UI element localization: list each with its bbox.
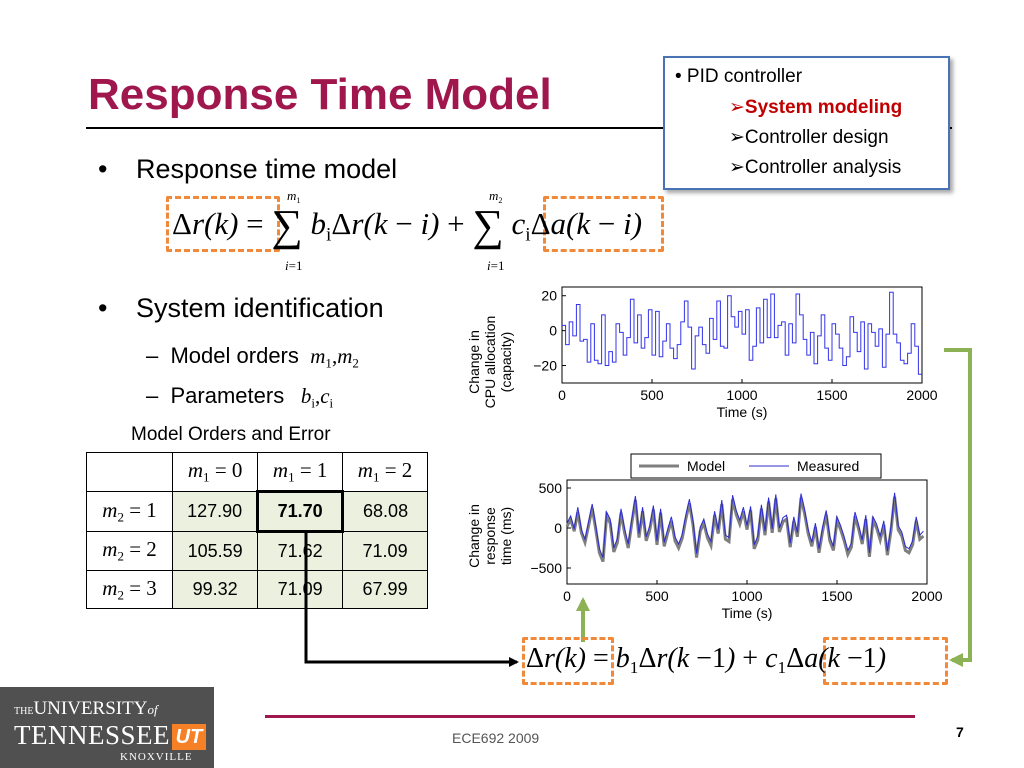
- bullet-text: System identification: [136, 293, 384, 323]
- logo-knoxville: KNOXVILLE: [120, 751, 193, 763]
- table-cell: 71.09: [257, 570, 344, 609]
- x-axis-label: Time (s): [722, 605, 773, 621]
- outline-box: • PID controller ➢System modeling ➢Contr…: [663, 56, 950, 190]
- table-row: m2 = 3 99.32 71.09 67.99: [85, 570, 428, 609]
- logo-tennessee: TENNESSEE: [14, 720, 170, 750]
- bullet-dot: •: [98, 154, 108, 184]
- y-tick-label: −20: [533, 358, 557, 374]
- row-header-m2-3: m2 = 3: [85, 570, 174, 609]
- table-row: m2 = 2 105.59 71.62 71.09: [85, 531, 428, 571]
- x-tick-label: 2000: [911, 588, 942, 604]
- outline-item-system-modeling: ➢System modeling: [729, 97, 903, 118]
- logo-the: THE: [14, 706, 34, 717]
- page-number: 7: [956, 724, 964, 740]
- sub-text: Model orders: [170, 343, 299, 368]
- bullet-text: Response time model: [136, 154, 398, 184]
- bullet-response-time-model: • Response time model: [98, 154, 397, 185]
- sum-upper-limit-2: m2: [489, 188, 503, 205]
- dashed-highlight-input: [543, 196, 664, 252]
- legend-label: Measured: [797, 458, 859, 474]
- table-cell: 105.59: [172, 531, 259, 571]
- logo-of: of: [147, 702, 158, 717]
- x-tick-label: 2000: [906, 387, 937, 403]
- footer-divider: [265, 715, 915, 718]
- dashed-highlight-output-2: [522, 637, 614, 685]
- green-connector-arrow: [944, 348, 972, 667]
- logo-ut-mark: UT: [172, 724, 206, 750]
- table-cell: 67.99: [342, 570, 428, 609]
- model-orders-symbols: m1,m2: [305, 344, 359, 371]
- row-header-m2-2: m2 = 2: [85, 531, 174, 571]
- y-tick-label: 0: [549, 323, 557, 339]
- first-order-equation: Δr(k) = b1Δr(k −1) + c1Δa(k −1): [526, 643, 887, 678]
- series-line-model: [565, 496, 925, 563]
- y-tick-label: 500: [539, 480, 563, 496]
- x-axis-label: Time (s): [717, 404, 768, 420]
- response-time-equation: Δr(k) = ∑ biΔr(k − i) + ∑ ciΔa(k − i): [172, 201, 643, 250]
- outline-item-controller-analysis: ➢Controller analysis: [729, 157, 902, 178]
- sub-text: Parameters: [170, 383, 285, 408]
- table-cell: 71.09: [342, 531, 428, 571]
- chart-legend: Model Measured: [630, 453, 882, 479]
- x-tick-label: 1500: [816, 387, 847, 403]
- sum-upper-limit-1: m1: [287, 188, 301, 205]
- table-cell: 68.08: [342, 491, 428, 532]
- black-connector-arrow: [304, 532, 519, 667]
- outline-item-pid: • PID controller: [675, 66, 803, 87]
- table-cell: 71.62: [257, 531, 344, 571]
- x-tick-label: 0: [563, 588, 571, 604]
- bullet-system-identification: • System identification: [98, 293, 384, 324]
- model-orders-table: m1 = 0 m1 = 1 m1 = 2 m2 = 1 127.90 71.70…: [85, 452, 428, 609]
- legend-label: Model: [687, 458, 725, 474]
- x-tick-label: 500: [640, 387, 664, 403]
- x-tick-label: 1500: [821, 588, 852, 604]
- table-cell: 127.90: [172, 491, 259, 532]
- university-logo: THEUNIVERSITYof TENNESSEE UT KNOXVILLE: [0, 687, 214, 768]
- row-header-m2-1: m2 = 1: [85, 491, 174, 532]
- dashed-highlight-input-2: [823, 637, 948, 685]
- outline-item-controller-design: ➢Controller design: [729, 127, 889, 148]
- series-line-signal: [562, 291, 922, 375]
- x-tick-label: 1000: [726, 387, 757, 403]
- sum-lower-limit-2: i=1: [487, 258, 505, 273]
- col-header-m1-1: m1 = 1: [257, 452, 344, 492]
- logo-university: UNIVERSITY: [33, 698, 148, 719]
- sub-dash: –: [146, 383, 159, 408]
- sum-lower-limit-1: i=1: [285, 258, 303, 273]
- col-header-m1-0: m1 = 0: [172, 452, 259, 492]
- sub-dash: –: [146, 343, 159, 368]
- x-tick-label: 1000: [731, 588, 762, 604]
- y-tick-label: −500: [530, 560, 562, 576]
- y-tick-label: 20: [541, 288, 557, 304]
- table-cell: 99.32: [172, 570, 259, 609]
- sub-bullet-model-orders: – Model orders m1,m2: [146, 343, 359, 372]
- col-header-m1-2: m1 = 2: [342, 452, 428, 492]
- x-tick-label: 0: [558, 387, 566, 403]
- slide-title: Response Time Model: [88, 70, 552, 119]
- series-line-measured: [566, 492, 924, 558]
- y-tick-label: 0: [554, 520, 562, 536]
- table-cell-highlighted: 71.70: [256, 490, 345, 533]
- dashed-highlight-output: [166, 196, 280, 252]
- footer-course: ECE692 2009: [452, 730, 540, 746]
- table-row: m2 = 1 127.90 71.70 68.08: [85, 490, 428, 533]
- sub-bullet-parameters: – Parameters bi,ci: [146, 383, 333, 412]
- bullet-dot: •: [98, 293, 108, 323]
- table-header-row: m1 = 0 m1 = 1 m1 = 2: [85, 452, 428, 492]
- table-caption: Model Orders and Error: [131, 424, 331, 445]
- title-underline: [86, 127, 952, 129]
- parameter-symbols: bi,ci: [290, 384, 334, 411]
- x-tick-label: 500: [645, 588, 669, 604]
